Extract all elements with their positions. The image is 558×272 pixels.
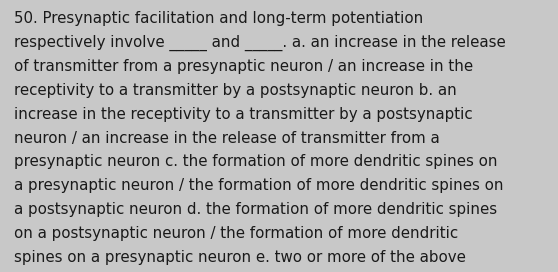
Text: on a postsynaptic neuron / the formation of more dendritic: on a postsynaptic neuron / the formation… bbox=[14, 226, 458, 241]
Text: a postsynaptic neuron d. the formation of more dendritic spines: a postsynaptic neuron d. the formation o… bbox=[14, 202, 497, 217]
Text: of transmitter from a presynaptic neuron / an increase in the: of transmitter from a presynaptic neuron… bbox=[14, 59, 473, 74]
Text: presynaptic neuron c. the formation of more dendritic spines on: presynaptic neuron c. the formation of m… bbox=[14, 154, 497, 169]
Text: increase in the receptivity to a transmitter by a postsynaptic: increase in the receptivity to a transmi… bbox=[14, 107, 473, 122]
Text: receptivity to a transmitter by a postsynaptic neuron b. an: receptivity to a transmitter by a postsy… bbox=[14, 83, 456, 98]
Text: spines on a presynaptic neuron e. two or more of the above: spines on a presynaptic neuron e. two or… bbox=[14, 250, 466, 265]
Text: 50. Presynaptic facilitation and long-term potentiation: 50. Presynaptic facilitation and long-te… bbox=[14, 11, 423, 26]
Text: respectively involve _____ and _____. a. an increase in the release: respectively involve _____ and _____. a.… bbox=[14, 35, 506, 51]
Text: a presynaptic neuron / the formation of more dendritic spines on: a presynaptic neuron / the formation of … bbox=[14, 178, 503, 193]
Text: neuron / an increase in the release of transmitter from a: neuron / an increase in the release of t… bbox=[14, 131, 440, 146]
